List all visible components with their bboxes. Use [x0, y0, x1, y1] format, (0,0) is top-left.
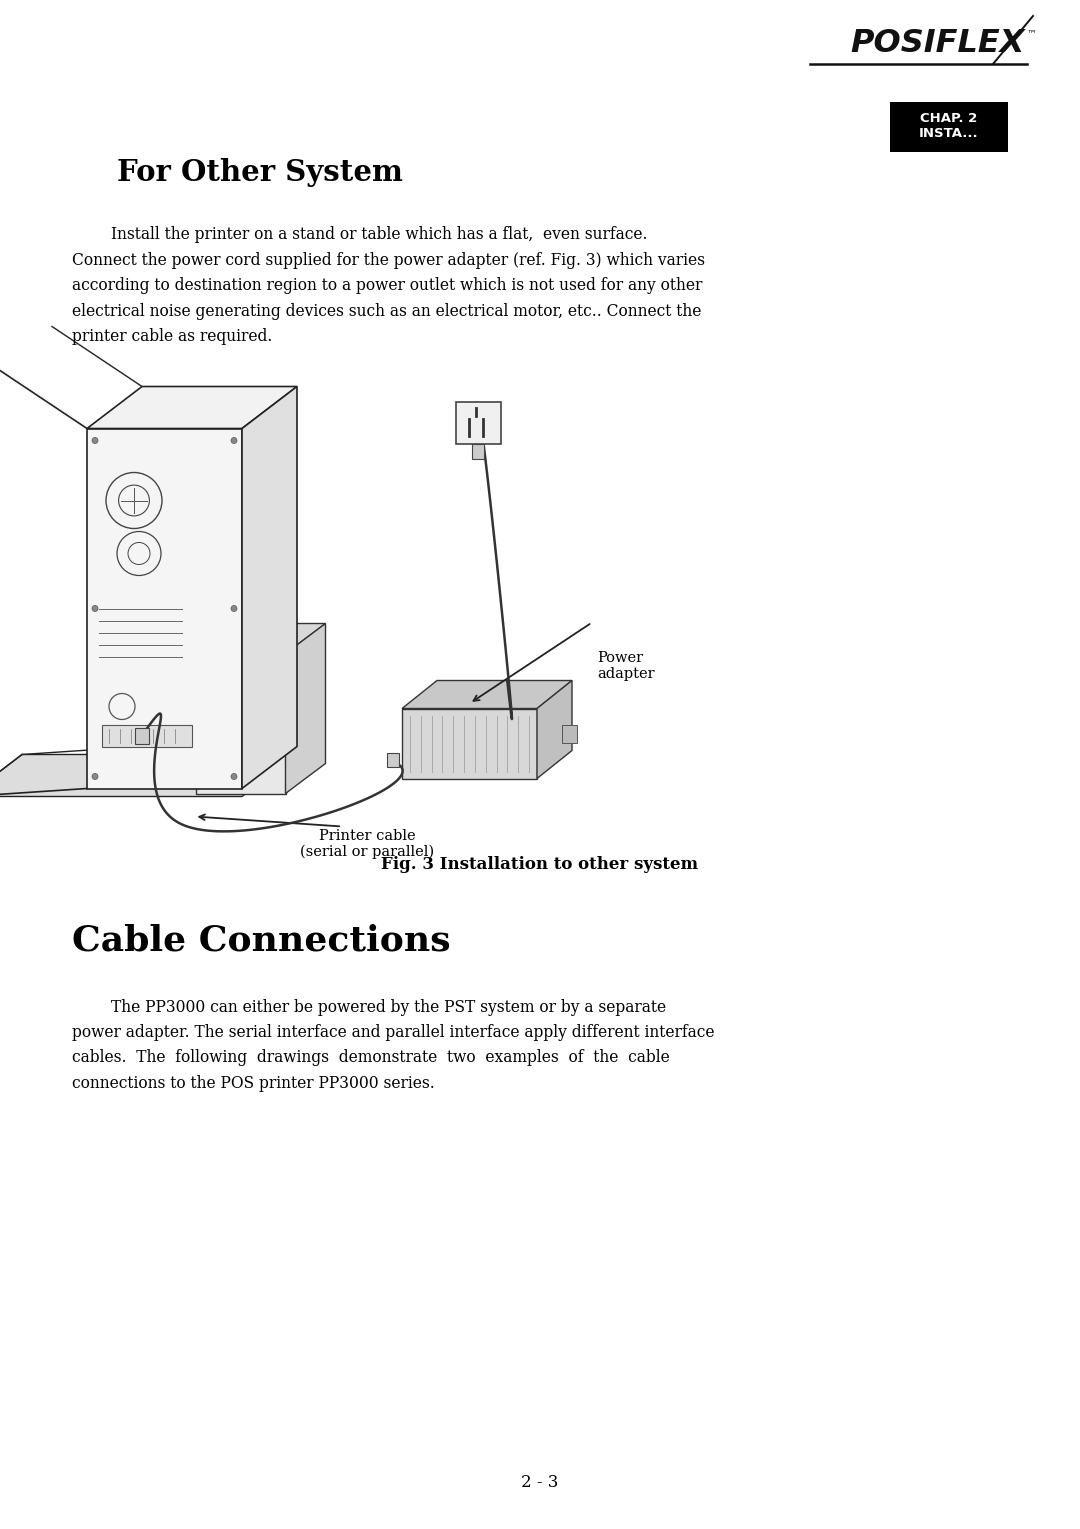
- Polygon shape: [537, 680, 572, 778]
- Polygon shape: [195, 624, 325, 653]
- Text: For Other System: For Other System: [117, 157, 403, 187]
- Text: cables.  The  following  drawings  demonstrate  two  examples  of  the  cable: cables. The following drawings demonstra…: [72, 1049, 670, 1067]
- Bar: [456, 402, 501, 443]
- Text: printer cable as required.: printer cable as required.: [72, 329, 272, 346]
- Text: Install the printer on a stand or table which has a flat,  even surface.: Install the printer on a stand or table …: [72, 226, 648, 243]
- Bar: [102, 725, 192, 746]
- Text: 2 - 3: 2 - 3: [522, 1474, 558, 1491]
- Polygon shape: [402, 708, 537, 778]
- Circle shape: [92, 605, 98, 612]
- Polygon shape: [87, 428, 242, 789]
- Text: The PP3000 can either be powered by the PST system or by a separate: The PP3000 can either be powered by the …: [72, 998, 666, 1015]
- Text: Fig. 3 Installation to other system: Fig. 3 Installation to other system: [381, 856, 699, 873]
- Circle shape: [231, 774, 237, 780]
- Polygon shape: [242, 387, 297, 789]
- Text: Connect the power cord supplied for the power adapter (ref. Fig. 3) which varies: Connect the power cord supplied for the …: [72, 251, 705, 269]
- Polygon shape: [402, 680, 572, 708]
- Text: connections to the POS printer PP3000 series.: connections to the POS printer PP3000 se…: [72, 1075, 435, 1092]
- Circle shape: [92, 437, 98, 443]
- Polygon shape: [0, 754, 297, 797]
- Text: CHAP. 2
INSTA...: CHAP. 2 INSTA...: [919, 112, 978, 141]
- Text: Cable Connections: Cable Connections: [72, 924, 450, 957]
- Bar: [135, 728, 149, 743]
- Polygon shape: [87, 387, 297, 428]
- FancyBboxPatch shape: [890, 102, 1008, 151]
- Circle shape: [231, 437, 237, 443]
- Text: ™: ™: [1027, 28, 1037, 38]
- Bar: [562, 725, 577, 743]
- Text: according to destination region to a power outlet which is not used for any othe: according to destination region to a pow…: [72, 277, 702, 294]
- Text: Printer cable
(serial or parallel): Printer cable (serial or parallel): [300, 829, 434, 859]
- Circle shape: [231, 605, 237, 612]
- Text: electrical noise generating devices such as an electrical motor, etc.. Connect t: electrical noise generating devices such…: [72, 303, 701, 320]
- Bar: [472, 443, 485, 459]
- Text: POSIFLEX: POSIFLEX: [851, 28, 1025, 60]
- Text: power adapter. The serial interface and parallel interface apply different inter: power adapter. The serial interface and …: [72, 1024, 715, 1041]
- Bar: [387, 752, 399, 766]
- Circle shape: [92, 774, 98, 780]
- Polygon shape: [285, 624, 325, 794]
- Polygon shape: [195, 653, 285, 794]
- Text: Power
adapter: Power adapter: [597, 650, 654, 680]
